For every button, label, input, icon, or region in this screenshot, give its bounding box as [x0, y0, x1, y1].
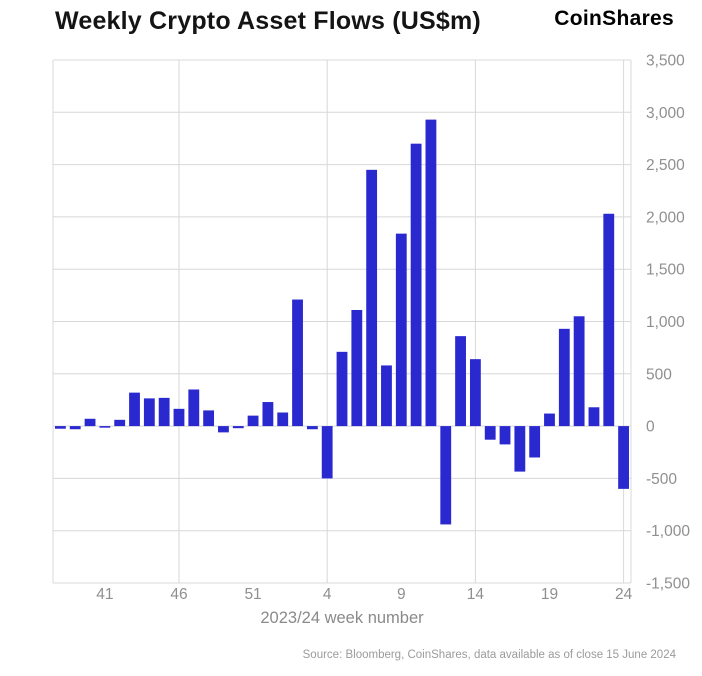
bar	[84, 418, 96, 427]
y-tick-label: -1,000	[646, 523, 690, 540]
y-tick-label: 1,500	[646, 262, 685, 279]
x-tick-label: 4	[323, 586, 332, 603]
y-tick-label: 0	[646, 419, 655, 436]
bar	[469, 359, 481, 427]
x-tick-label: 46	[170, 586, 187, 603]
bar	[440, 426, 452, 525]
bar	[321, 426, 333, 479]
bar	[129, 392, 140, 427]
bar	[262, 402, 274, 427]
y-tick-label: 2,000	[646, 209, 685, 226]
y-tick-label: 3,500	[646, 53, 685, 70]
x-axis-title: 2023/24 week number	[260, 609, 424, 627]
bar	[99, 426, 111, 428]
bar	[603, 213, 615, 427]
bar	[336, 351, 348, 427]
bar	[114, 419, 126, 427]
bar	[499, 426, 511, 445]
y-tick-label: 2,500	[646, 157, 685, 174]
x-tick-label: 41	[96, 586, 113, 603]
x-tick-label: 51	[244, 586, 261, 603]
bar	[381, 365, 392, 427]
bar	[218, 426, 229, 433]
bar	[69, 426, 81, 430]
coinshares-logo: CoinShares	[554, 7, 674, 30]
bar	[514, 426, 526, 472]
x-tick-label: 24	[615, 586, 633, 603]
bar	[410, 143, 422, 427]
x-tick-label: 19	[541, 586, 558, 603]
y-tick-label: 500	[646, 366, 672, 383]
bar	[529, 426, 541, 458]
bar	[558, 328, 570, 427]
y-tick-label: 1,000	[646, 314, 685, 331]
bar	[306, 426, 318, 430]
bar	[544, 413, 555, 427]
y-tick-label: 3,000	[646, 105, 685, 122]
bar	[292, 299, 303, 427]
bar	[188, 389, 200, 427]
bar	[455, 336, 466, 427]
bar	[573, 316, 585, 427]
bar	[425, 119, 437, 427]
bar	[173, 408, 185, 427]
bar	[484, 426, 496, 440]
bar	[618, 426, 629, 489]
bar	[588, 407, 600, 427]
chart-title: Weekly Crypto Asset Flows (US$m)	[55, 7, 481, 35]
bar	[55, 426, 66, 429]
bar	[158, 397, 170, 427]
bar	[203, 410, 215, 427]
x-tick-label: 9	[397, 586, 406, 603]
bar	[143, 398, 155, 427]
x-tick-label: 14	[467, 586, 485, 603]
source-note: Source: Bloomberg, CoinShares, data avai…	[302, 649, 676, 661]
y-tick-label: -500	[646, 471, 677, 488]
bar	[247, 415, 259, 427]
bar	[277, 412, 289, 427]
bar	[232, 426, 244, 429]
y-tick-label: -1,500	[646, 576, 690, 593]
bar	[351, 309, 363, 427]
bar	[395, 233, 407, 427]
bar	[366, 169, 378, 427]
